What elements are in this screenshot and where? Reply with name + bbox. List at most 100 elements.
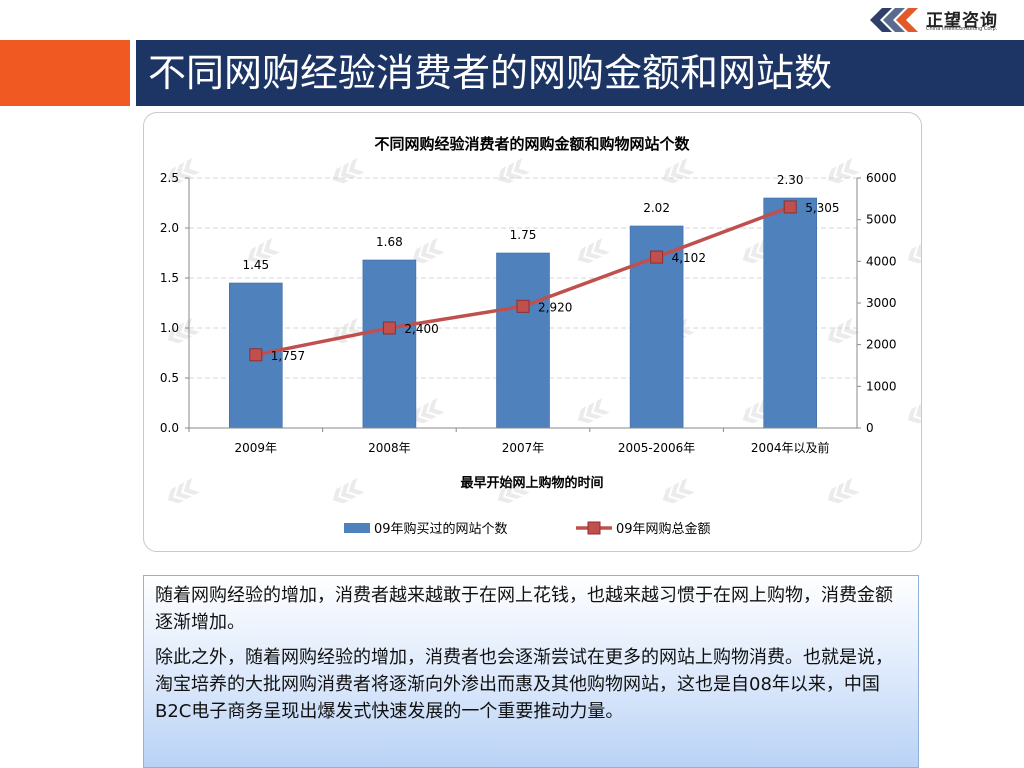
- watermark-chevron: [247, 246, 264, 264]
- logo-name: 正望咨询: [926, 11, 998, 31]
- page-title: 不同网购经验消费者的网购金额和网站数: [148, 51, 833, 95]
- watermark-chevron: [332, 166, 349, 184]
- watermark-chevron: [505, 482, 522, 500]
- line-marker: [249, 348, 263, 362]
- watermark-chevron: [332, 486, 349, 504]
- watermark-logo: [497, 157, 530, 184]
- watermark-chevron: [183, 317, 200, 335]
- logo-subtitle: China IntelliConsulting Corp.: [926, 26, 998, 32]
- x-tick-label: 2007年: [502, 441, 545, 455]
- bar-data-label: 1.75: [510, 228, 537, 242]
- legend-label-line: 09年网购总金额: [616, 521, 711, 537]
- watermark-chevron: [183, 157, 200, 175]
- watermark-logo: [412, 397, 445, 424]
- watermark-chevron: [758, 397, 775, 415]
- bar-data-label: 1.45: [242, 258, 269, 272]
- watermark-logo: [742, 397, 775, 424]
- summary-paragraph-2: 除此之外，随着网购经验的增加，消费者也会逐渐尝试在更多的网站上购物消费。也就是说…: [155, 647, 893, 722]
- watermark-chevron: [348, 157, 365, 175]
- watermark-chevron: [678, 157, 695, 175]
- bar-series: 1.45 1.68 1.75 2.02 2.30: [229, 173, 818, 429]
- x-tick-label: 2009年: [235, 441, 278, 455]
- watermark-chevron: [670, 162, 687, 180]
- watermark-chevron: [505, 162, 522, 180]
- bar-data-label: 2.02: [643, 201, 670, 215]
- watermark-logo: [247, 237, 280, 264]
- legend-label-bar: 09年购买过的网站个数: [374, 521, 508, 537]
- watermark-chevron: [585, 402, 602, 420]
- y-tick-label: 2.5: [160, 171, 179, 185]
- title-accent-block: [0, 40, 130, 106]
- watermark-chevron: [412, 246, 429, 264]
- watermark-logo: [742, 237, 775, 264]
- bar-data-label: 2.30: [777, 173, 804, 187]
- watermark-chevron: [167, 166, 184, 184]
- watermark-chevron: [907, 246, 921, 264]
- watermark-chevron: [513, 157, 530, 175]
- watermark-chevron: [428, 237, 445, 255]
- watermark-chevron: [742, 406, 759, 424]
- watermark-chevron: [827, 166, 844, 184]
- watermark-chevron: [428, 397, 445, 415]
- watermark-chevron: [915, 402, 921, 420]
- x-tick-label: 2008年: [368, 441, 411, 455]
- line-data-label: 1,757: [271, 349, 305, 363]
- y2-tick-label: 3000: [866, 296, 897, 310]
- watermark-chevron: [662, 486, 679, 504]
- x-tick-label: 2004年以及前: [751, 440, 830, 455]
- y2-tick-label: 1000: [866, 379, 897, 393]
- watermark-chevron: [835, 162, 852, 180]
- chart-legend: 09年购买过的网站个数 09年网购总金额: [344, 521, 711, 537]
- watermark-chevron: [340, 322, 357, 340]
- watermark-chevron: [585, 242, 602, 260]
- watermark-logo: [827, 157, 860, 184]
- watermark-chevron: [263, 237, 280, 255]
- watermark-chevron: [340, 482, 357, 500]
- watermark-chevron: [835, 482, 852, 500]
- bar-data-label: 1.68: [376, 235, 403, 249]
- watermark-chevron: [175, 162, 192, 180]
- y2-tick-label: 6000: [866, 171, 897, 185]
- watermark-chevron: [167, 326, 184, 344]
- watermark-chevron: [340, 162, 357, 180]
- watermark-logo: [497, 477, 530, 504]
- company-logo: 正望咨询 China IntelliConsulting Corp.: [868, 4, 1018, 36]
- watermark-logo: [412, 237, 445, 264]
- watermark-chevron: [175, 322, 192, 340]
- watermark-logo: [827, 477, 860, 504]
- axes: 0.0 0.5 1.0 1.5 2.0 2.5 0 1000 2000 3000 4000 5000 6…: [160, 171, 897, 455]
- watermark-chevron: [420, 242, 437, 260]
- watermark-logo: [332, 477, 365, 504]
- watermark-chevron: [678, 477, 695, 495]
- bar: [496, 252, 550, 429]
- y-tick-label: 1.0: [160, 321, 179, 335]
- watermark-chevron: [497, 166, 514, 184]
- watermark-chevron: [742, 246, 759, 264]
- watermark-logo: [167, 477, 200, 504]
- bar: [763, 197, 818, 429]
- line-marker: [516, 299, 530, 313]
- summary-paragraph-1: 随着网购经验的增加，消费者越来越敢于在网上花钱，也越来越习惯于在网上购物，消费金…: [155, 585, 893, 633]
- watermark-logo: [577, 237, 610, 264]
- watermark-chevron: [827, 326, 844, 344]
- x-axis-title: 最早开始网上购物的时间: [460, 475, 603, 491]
- watermark-logo: [907, 402, 921, 424]
- watermark-chevron: [670, 482, 687, 500]
- line-data-label: 4,102: [672, 251, 706, 265]
- watermark-chevron: [593, 237, 610, 255]
- watermark-logo: [577, 397, 610, 424]
- watermark-chevron: [513, 477, 530, 495]
- watermark-logo: [662, 157, 695, 184]
- watermark-chevron: [835, 322, 852, 340]
- watermark-chevron: [750, 402, 767, 420]
- y2-tick-label: 4000: [866, 254, 897, 268]
- watermark-chevron: [843, 157, 860, 175]
- gridlines: [189, 177, 857, 379]
- legend-swatch-bar: [344, 523, 370, 533]
- y2-tick-label: 0: [866, 421, 874, 435]
- watermark-chevron: [175, 482, 192, 500]
- watermark-logo: [907, 242, 921, 264]
- watermark-chevron: [827, 486, 844, 504]
- y2-tick-label: 2000: [866, 338, 897, 352]
- summary-textbox: 随着网购经验的增加，消费者越来越敢于在网上花钱，也越来越习惯于在网上购物，消费金…: [143, 575, 919, 768]
